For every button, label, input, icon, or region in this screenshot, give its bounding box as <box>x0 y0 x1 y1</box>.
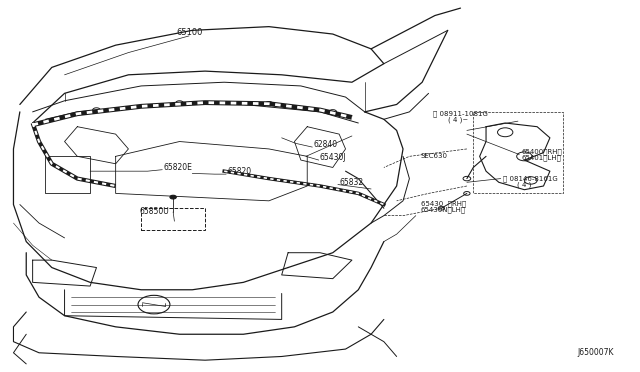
Text: 65401〈LH〉: 65401〈LH〉 <box>521 154 561 161</box>
Text: 65100: 65100 <box>176 28 202 37</box>
Bar <box>141 208 205 231</box>
Text: SEC630: SEC630 <box>421 153 448 158</box>
Text: Ⓝ 08911-1081G: Ⓝ 08911-1081G <box>433 110 488 117</box>
Text: 65430N〈LH〉: 65430N〈LH〉 <box>421 206 466 213</box>
Text: 65832: 65832 <box>339 178 364 187</box>
Circle shape <box>170 195 176 199</box>
Text: 65820E: 65820E <box>164 163 193 172</box>
Text: 65400〈RH〉: 65400〈RH〉 <box>521 148 562 155</box>
Text: 65850U: 65850U <box>139 207 169 216</box>
Text: ( 4 ): ( 4 ) <box>516 182 531 188</box>
Text: Ⓑ 08146-8161G: Ⓑ 08146-8161G <box>502 175 557 182</box>
Text: 65430  〈RH〉: 65430 〈RH〉 <box>421 201 466 207</box>
Text: ( 4 )~: ( 4 )~ <box>448 117 468 123</box>
Text: J650007K: J650007K <box>577 348 614 357</box>
Text: 65820: 65820 <box>227 167 252 176</box>
Text: 65430J: 65430J <box>320 153 347 162</box>
Text: 62840: 62840 <box>314 140 338 149</box>
